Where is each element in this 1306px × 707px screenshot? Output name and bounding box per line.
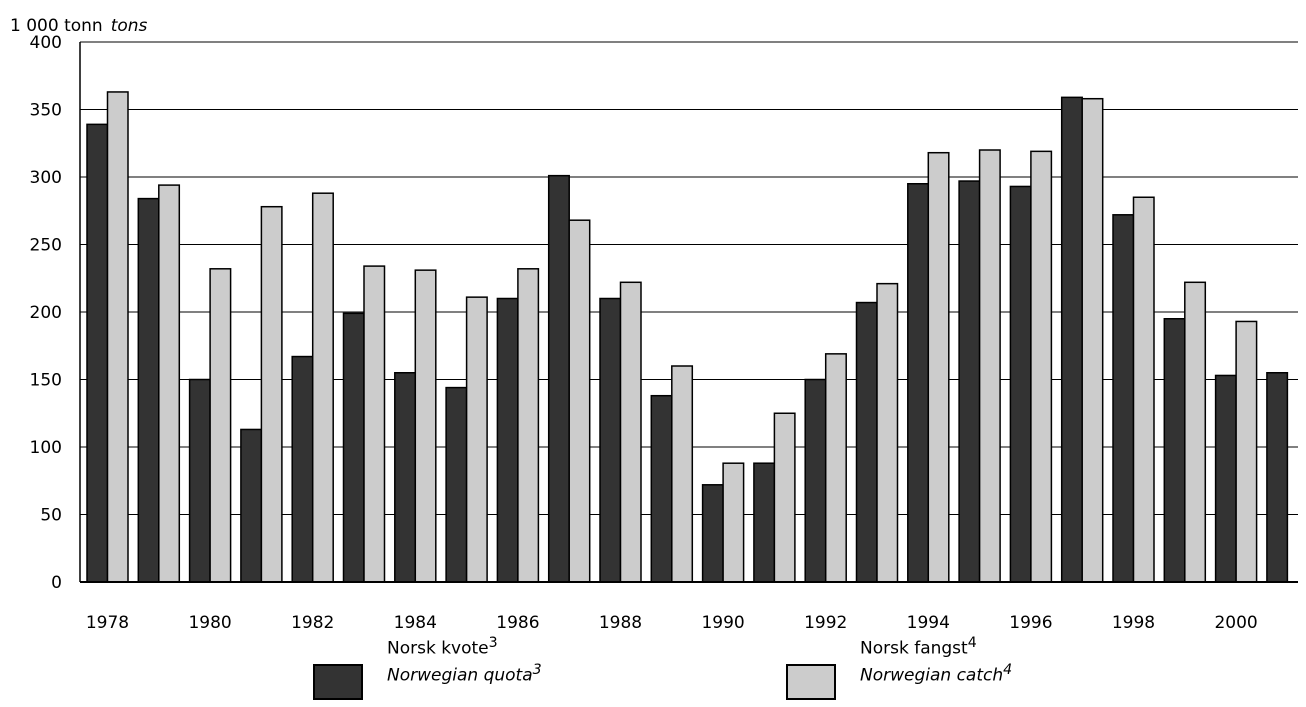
bar-quota	[753, 462, 776, 583]
legend-item-catch: Norsk fangst4 Norwegian catch4	[786, 633, 1086, 703]
bar-quota	[496, 297, 519, 583]
legend-footnote-catch-no: 4	[967, 635, 977, 651]
bar-quota	[1112, 214, 1135, 583]
bar-catch	[619, 281, 642, 583]
x-tick-label: 1990	[701, 613, 744, 633]
bar-quota	[599, 297, 622, 583]
y-axis-unit-no: 1 000 tonn	[10, 16, 103, 36]
x-tick-label: 1988	[599, 613, 642, 633]
bar-catch	[260, 205, 283, 583]
bar-catch	[722, 462, 745, 583]
y-tick-label: 50	[40, 506, 62, 526]
bar-catch	[209, 268, 232, 583]
bar-quota	[804, 378, 827, 583]
bar-catch	[363, 265, 386, 583]
bar-catch	[465, 296, 488, 583]
bar-catch	[1235, 320, 1258, 583]
x-tick-label: 1978	[86, 613, 129, 633]
bar-quota	[1060, 96, 1083, 583]
legend-item-quota: Norsk kvote3 Norwegian quota3	[313, 633, 613, 703]
x-tick-label: 1996	[1009, 613, 1052, 633]
y-axis-unit-en: tons	[110, 16, 148, 36]
legend-text-catch: Norsk fangst4 Norwegian catch4	[860, 633, 1012, 686]
x-tick-label: 1986	[496, 613, 539, 633]
bar-quota	[188, 378, 211, 583]
bar-catch	[978, 149, 1001, 583]
y-tick-label: 100	[30, 438, 62, 458]
bar-quota	[291, 355, 314, 583]
x-tick-label: 1982	[291, 613, 334, 633]
bar-catch	[876, 282, 899, 583]
legend-swatch-catch	[786, 664, 836, 700]
y-tick-label: 350	[30, 101, 62, 121]
bar-quota	[394, 372, 417, 583]
bar-quota	[855, 301, 878, 583]
bar-catch	[927, 151, 950, 583]
bar-catch	[106, 91, 129, 583]
bar-catch	[773, 412, 796, 583]
bar-quota	[1163, 318, 1186, 583]
y-tick-label: 0	[51, 573, 62, 593]
bar-catch	[414, 269, 437, 583]
legend-text-quota: Norsk kvote3 Norwegian quota3	[387, 633, 542, 686]
bar-quota	[240, 428, 263, 583]
bar-catch	[1030, 150, 1053, 583]
legend-footnote-catch-en: 4	[1003, 661, 1013, 678]
bar-quota	[701, 484, 724, 583]
bar-catch	[824, 353, 847, 583]
bar-catch	[568, 219, 591, 583]
legend-footnote-quota-no: 3	[488, 635, 498, 651]
bar-catch	[517, 268, 540, 583]
x-tick-label: 1998	[1112, 613, 1155, 633]
legend-swatch-quota	[313, 664, 363, 700]
bar-quota	[445, 386, 468, 583]
legend-footnote-quota-en: 3	[532, 661, 542, 678]
bar-quota	[1009, 185, 1032, 583]
y-tick-label: 150	[30, 371, 62, 391]
bar-quota	[342, 312, 365, 583]
y-tick-label: 400	[30, 33, 62, 53]
bar-quota	[137, 197, 160, 583]
bar-catch	[1081, 97, 1104, 583]
bar-quota	[1214, 374, 1237, 583]
bar-quota	[1266, 372, 1289, 583]
bar-catch	[158, 184, 181, 583]
y-tick-label: 250	[30, 236, 62, 256]
x-tick-label: 1994	[907, 613, 950, 633]
x-tick-label: 2000	[1214, 613, 1257, 633]
x-tick-label: 1984	[394, 613, 437, 633]
bar-quota	[907, 183, 930, 583]
bar-quota	[547, 174, 570, 583]
y-tick-label: 200	[30, 303, 62, 323]
x-tick-label: 1992	[804, 613, 847, 633]
bar-catch	[1184, 281, 1207, 583]
bar-quota	[650, 394, 673, 583]
bar-catch	[671, 365, 694, 583]
bar-catch	[1132, 196, 1155, 583]
legend-label-catch-en: Norwegian catch	[860, 665, 1004, 686]
bar-catch	[311, 192, 334, 583]
x-tick-label: 1980	[188, 613, 231, 633]
legend-label-catch-no: Norsk fangst	[860, 638, 968, 659]
legend-label-quota-en: Norwegian quota	[387, 665, 533, 686]
y-tick-label: 300	[30, 168, 62, 188]
legend-label-quota-no: Norsk kvote	[387, 638, 489, 659]
bar-quota	[86, 123, 109, 583]
y-axis-unit-label: 1 000 tonn tons	[10, 16, 147, 36]
bar-quota	[958, 180, 981, 583]
